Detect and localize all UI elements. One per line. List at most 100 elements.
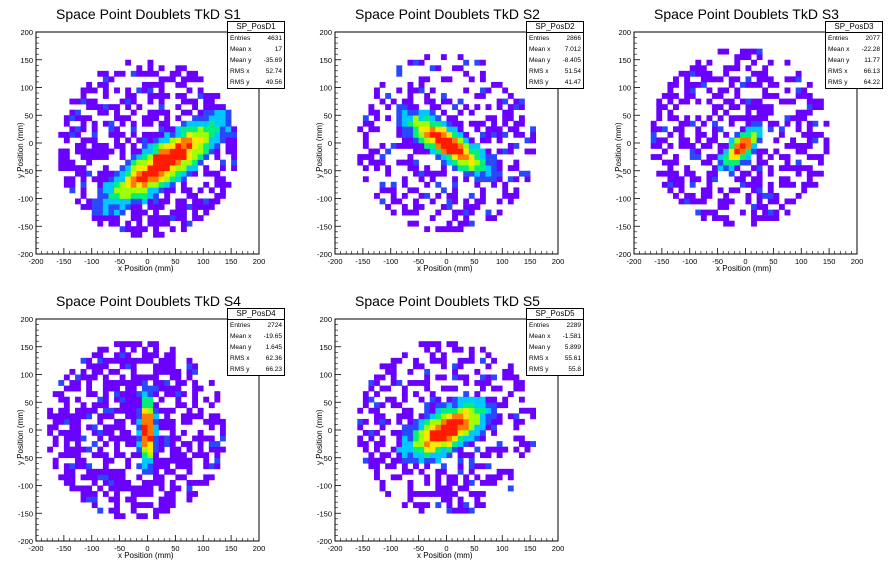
heatmap-bin <box>479 502 486 508</box>
heatmap-bin <box>180 143 187 149</box>
heatmap-bin <box>368 463 375 470</box>
heatmap-bin <box>468 491 475 497</box>
heatmap-bin <box>485 424 492 431</box>
x-tick-label: -100 <box>383 257 398 266</box>
heatmap-bin <box>141 115 148 122</box>
heatmap-bin <box>756 165 763 172</box>
heatmap-bin <box>180 457 187 464</box>
heatmap-bin <box>457 457 464 464</box>
heatmap-bin <box>474 59 481 66</box>
y-tick-label: -150 <box>317 509 332 518</box>
heatmap-bin <box>463 220 470 227</box>
heatmap-bin <box>491 424 497 431</box>
heatmap-bin <box>435 341 442 348</box>
heatmap-bin <box>175 93 182 99</box>
heatmap-bin <box>684 165 691 172</box>
heatmap-bin <box>479 396 486 403</box>
heatmap-bin <box>119 131 126 138</box>
heatmap-bin <box>141 446 148 453</box>
heatmap-bin <box>91 98 98 105</box>
heatmap-bin <box>817 104 824 110</box>
heatmap-bin <box>374 165 380 172</box>
heatmap-bin <box>767 192 774 199</box>
heatmap-bin <box>502 402 509 409</box>
heatmap-bin <box>119 391 126 397</box>
heatmap-bin <box>491 374 497 381</box>
heatmap-bin <box>214 446 221 453</box>
heatmap-bin <box>175 209 182 216</box>
heatmap-bin <box>806 81 813 88</box>
heatmap-bin <box>192 391 198 397</box>
heatmap-bin <box>197 198 204 205</box>
heatmap-bin <box>424 374 431 381</box>
heatmap-bin <box>468 507 475 514</box>
heatmap-bin <box>136 220 143 227</box>
heatmap-bin <box>823 120 830 127</box>
heatmap-bin <box>823 137 830 144</box>
heatmap-bin <box>164 192 171 199</box>
y-tick-label: -50 <box>321 167 332 176</box>
heatmap-bin <box>401 352 408 359</box>
heatmap-bin <box>717 215 724 221</box>
heatmap-bin <box>474 120 481 127</box>
heatmap-bin <box>485 363 492 370</box>
heatmap-bin <box>502 120 509 127</box>
heatmap-bin <box>169 479 176 486</box>
heatmap-bin <box>225 131 232 138</box>
stats-label: Mean x <box>828 46 850 53</box>
x-tick-label: 50 <box>769 257 777 266</box>
heatmap-bin <box>485 148 492 155</box>
heatmap-bin <box>153 70 159 77</box>
heatmap-bin <box>379 374 386 381</box>
heatmap-bin <box>136 407 143 414</box>
stats-value: -22.28 <box>861 46 880 53</box>
heatmap-bin <box>186 154 193 160</box>
heatmap-bin <box>440 374 447 381</box>
heatmap-bin <box>429 407 436 414</box>
heatmap-bin <box>728 148 735 155</box>
heatmap-bin <box>108 380 115 386</box>
heatmap-bin <box>69 176 76 183</box>
heatmap-bin <box>164 368 171 375</box>
heatmap-bin <box>429 98 436 105</box>
x-tick-label: -100 <box>84 257 99 266</box>
heatmap-bin <box>401 104 408 110</box>
heatmap-bin <box>801 143 808 149</box>
heatmap-bin <box>485 479 492 486</box>
heatmap-bin <box>362 402 369 409</box>
heatmap-bin <box>491 126 497 133</box>
heatmap-bin <box>396 198 403 205</box>
heatmap-bin <box>440 143 447 149</box>
heatmap-bin <box>108 385 115 392</box>
heatmap-bin <box>203 204 210 210</box>
heatmap-bin <box>91 441 98 447</box>
heatmap-bin <box>130 231 137 238</box>
heatmap-bin <box>751 176 757 183</box>
heatmap-bin <box>153 226 159 233</box>
heatmap-bin <box>175 143 182 149</box>
heatmap-bin <box>368 380 375 386</box>
heatmap-bin <box>153 137 159 144</box>
heatmap-bin <box>695 98 702 105</box>
heatmap-bin <box>440 187 447 194</box>
heatmap-bin <box>119 181 126 188</box>
heatmap-bin <box>91 474 98 481</box>
heatmap-bin <box>69 430 76 436</box>
heatmap-bin <box>114 385 120 392</box>
heatmap-bin <box>102 93 109 99</box>
heatmap-bin <box>485 402 492 409</box>
heatmap-bin <box>424 491 431 497</box>
heatmap-bin <box>463 441 470 447</box>
heatmap-bin <box>479 463 486 470</box>
heatmap-bin <box>102 198 109 205</box>
heatmap-bin <box>756 131 763 138</box>
stats-value: 17 <box>274 46 282 53</box>
heatmap-bin <box>773 81 780 88</box>
heatmap-bin <box>91 424 98 431</box>
heatmap-bin <box>801 115 808 122</box>
heatmap-bin <box>723 154 730 160</box>
heatmap-bin <box>86 198 93 205</box>
heatmap-bin <box>452 507 458 514</box>
heatmap-bin <box>457 468 464 475</box>
heatmap-bin <box>203 131 210 138</box>
